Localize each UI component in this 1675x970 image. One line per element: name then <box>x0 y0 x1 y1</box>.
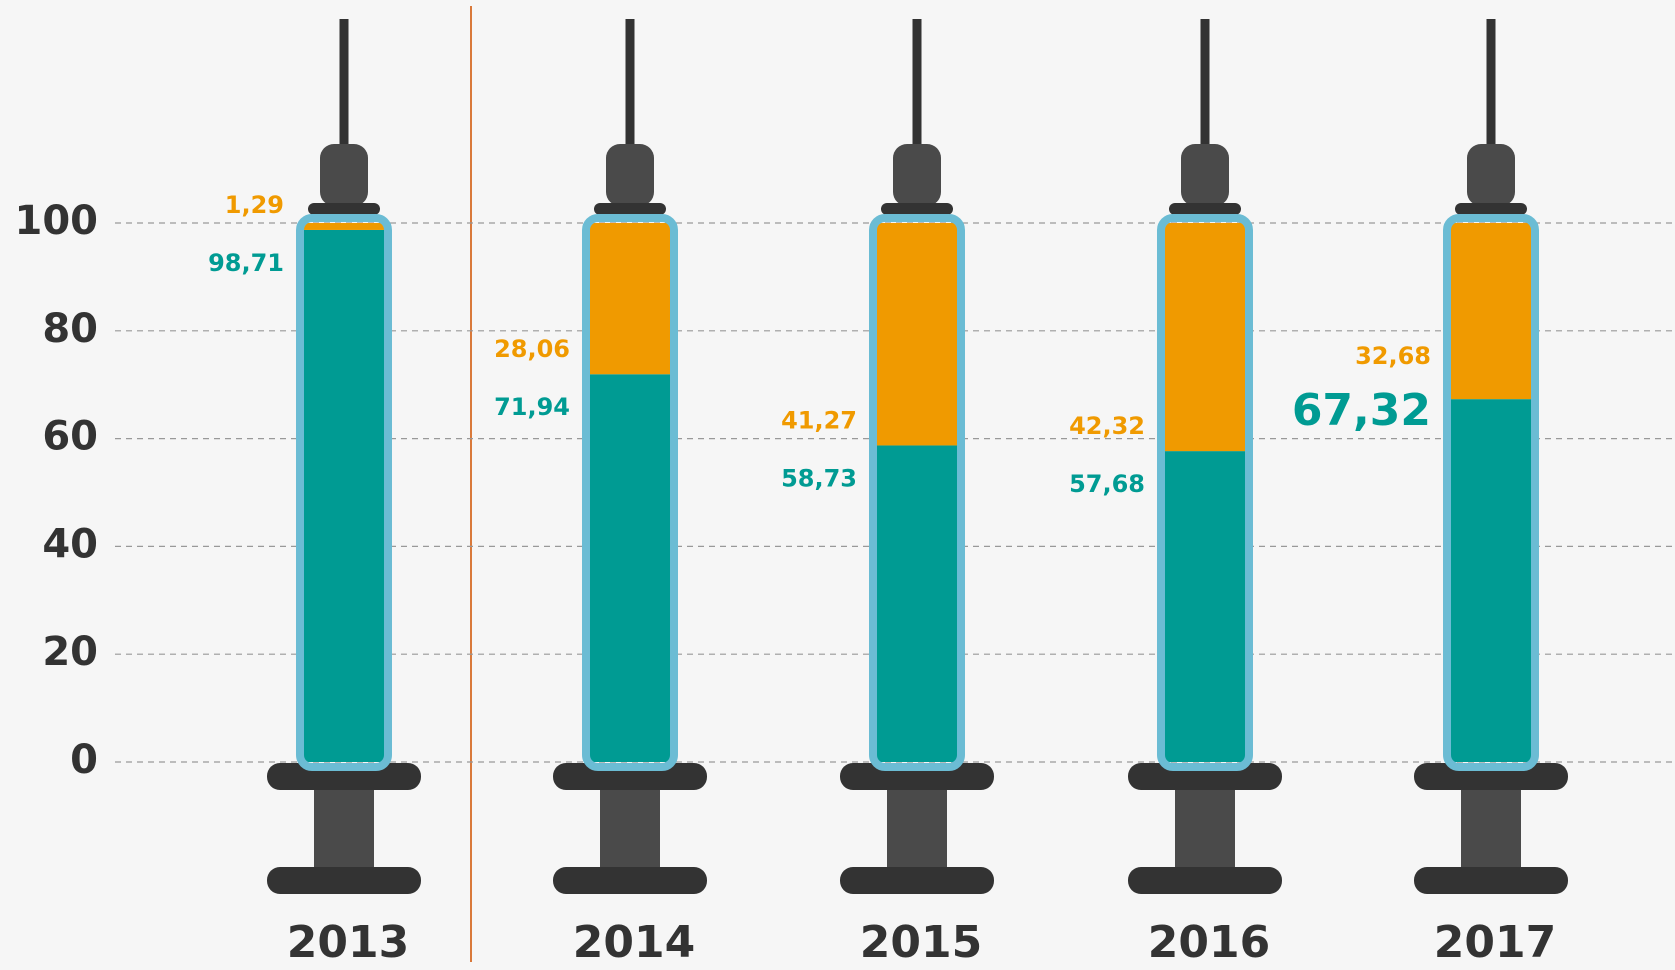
thumb-rest <box>1128 867 1282 894</box>
value-label: 28,06 <box>494 335 570 363</box>
bar-segment <box>590 223 670 375</box>
value-label: 98,71 <box>208 249 284 277</box>
barrel <box>1443 214 1539 771</box>
bar-segment <box>877 445 957 762</box>
barrel <box>582 214 678 771</box>
y-tick-label: 40 <box>42 521 98 567</box>
value-label: 71,94 <box>494 393 570 421</box>
y-tick-label: 20 <box>42 629 98 675</box>
thumb-rest <box>1414 867 1568 894</box>
value-label: 58,73 <box>781 464 857 492</box>
bar-segment <box>1165 451 1245 762</box>
y-tick-label: 60 <box>42 414 98 460</box>
value-label: 32,68 <box>1355 342 1431 370</box>
top-flange <box>594 203 666 215</box>
hub <box>320 144 368 206</box>
plunger-rod <box>1461 785 1521 875</box>
value-label: 67,32 <box>1292 385 1431 436</box>
thumb-rest <box>267 867 421 894</box>
barrel <box>869 214 965 771</box>
x-tick-label: 2017 <box>1434 917 1556 968</box>
finger-flange <box>840 763 994 790</box>
y-tick-label: 80 <box>42 306 98 352</box>
value-label: 41,27 <box>781 406 857 434</box>
thumb-rest <box>840 867 994 894</box>
hub <box>893 144 941 206</box>
bar-segment <box>1451 223 1531 400</box>
bar-segment <box>590 374 670 762</box>
barrel <box>296 214 392 771</box>
barrel <box>1157 214 1253 771</box>
top-flange <box>308 203 380 215</box>
plunger-rod <box>887 785 947 875</box>
y-tick-label: 0 <box>70 737 98 783</box>
plunger-rod <box>1175 785 1235 875</box>
value-label: 1,29 <box>225 191 284 219</box>
hub <box>1467 144 1515 206</box>
plunger-rod <box>600 785 660 875</box>
bar-segment <box>304 229 384 762</box>
finger-flange <box>1414 763 1568 790</box>
top-flange <box>1169 203 1241 215</box>
finger-flange <box>1128 763 1282 790</box>
bar-segment <box>1165 223 1245 452</box>
finger-flange <box>553 763 707 790</box>
hub <box>606 144 654 206</box>
x-tick-label: 2015 <box>860 917 982 968</box>
value-label: 42,32 <box>1069 412 1145 440</box>
hub <box>1181 144 1229 206</box>
bar-segment <box>877 223 957 446</box>
top-flange <box>881 203 953 215</box>
plunger-rod <box>314 785 374 875</box>
top-flange <box>1455 203 1527 215</box>
value-label: 57,68 <box>1069 470 1145 498</box>
bar-segment <box>1451 399 1531 762</box>
x-tick-label: 2013 <box>287 917 409 968</box>
thumb-rest <box>553 867 707 894</box>
x-tick-label: 2014 <box>573 917 695 968</box>
x-tick-label: 2016 <box>1148 917 1270 968</box>
bar-segment <box>304 223 384 230</box>
y-tick-label: 100 <box>15 198 99 244</box>
finger-flange <box>267 763 421 790</box>
